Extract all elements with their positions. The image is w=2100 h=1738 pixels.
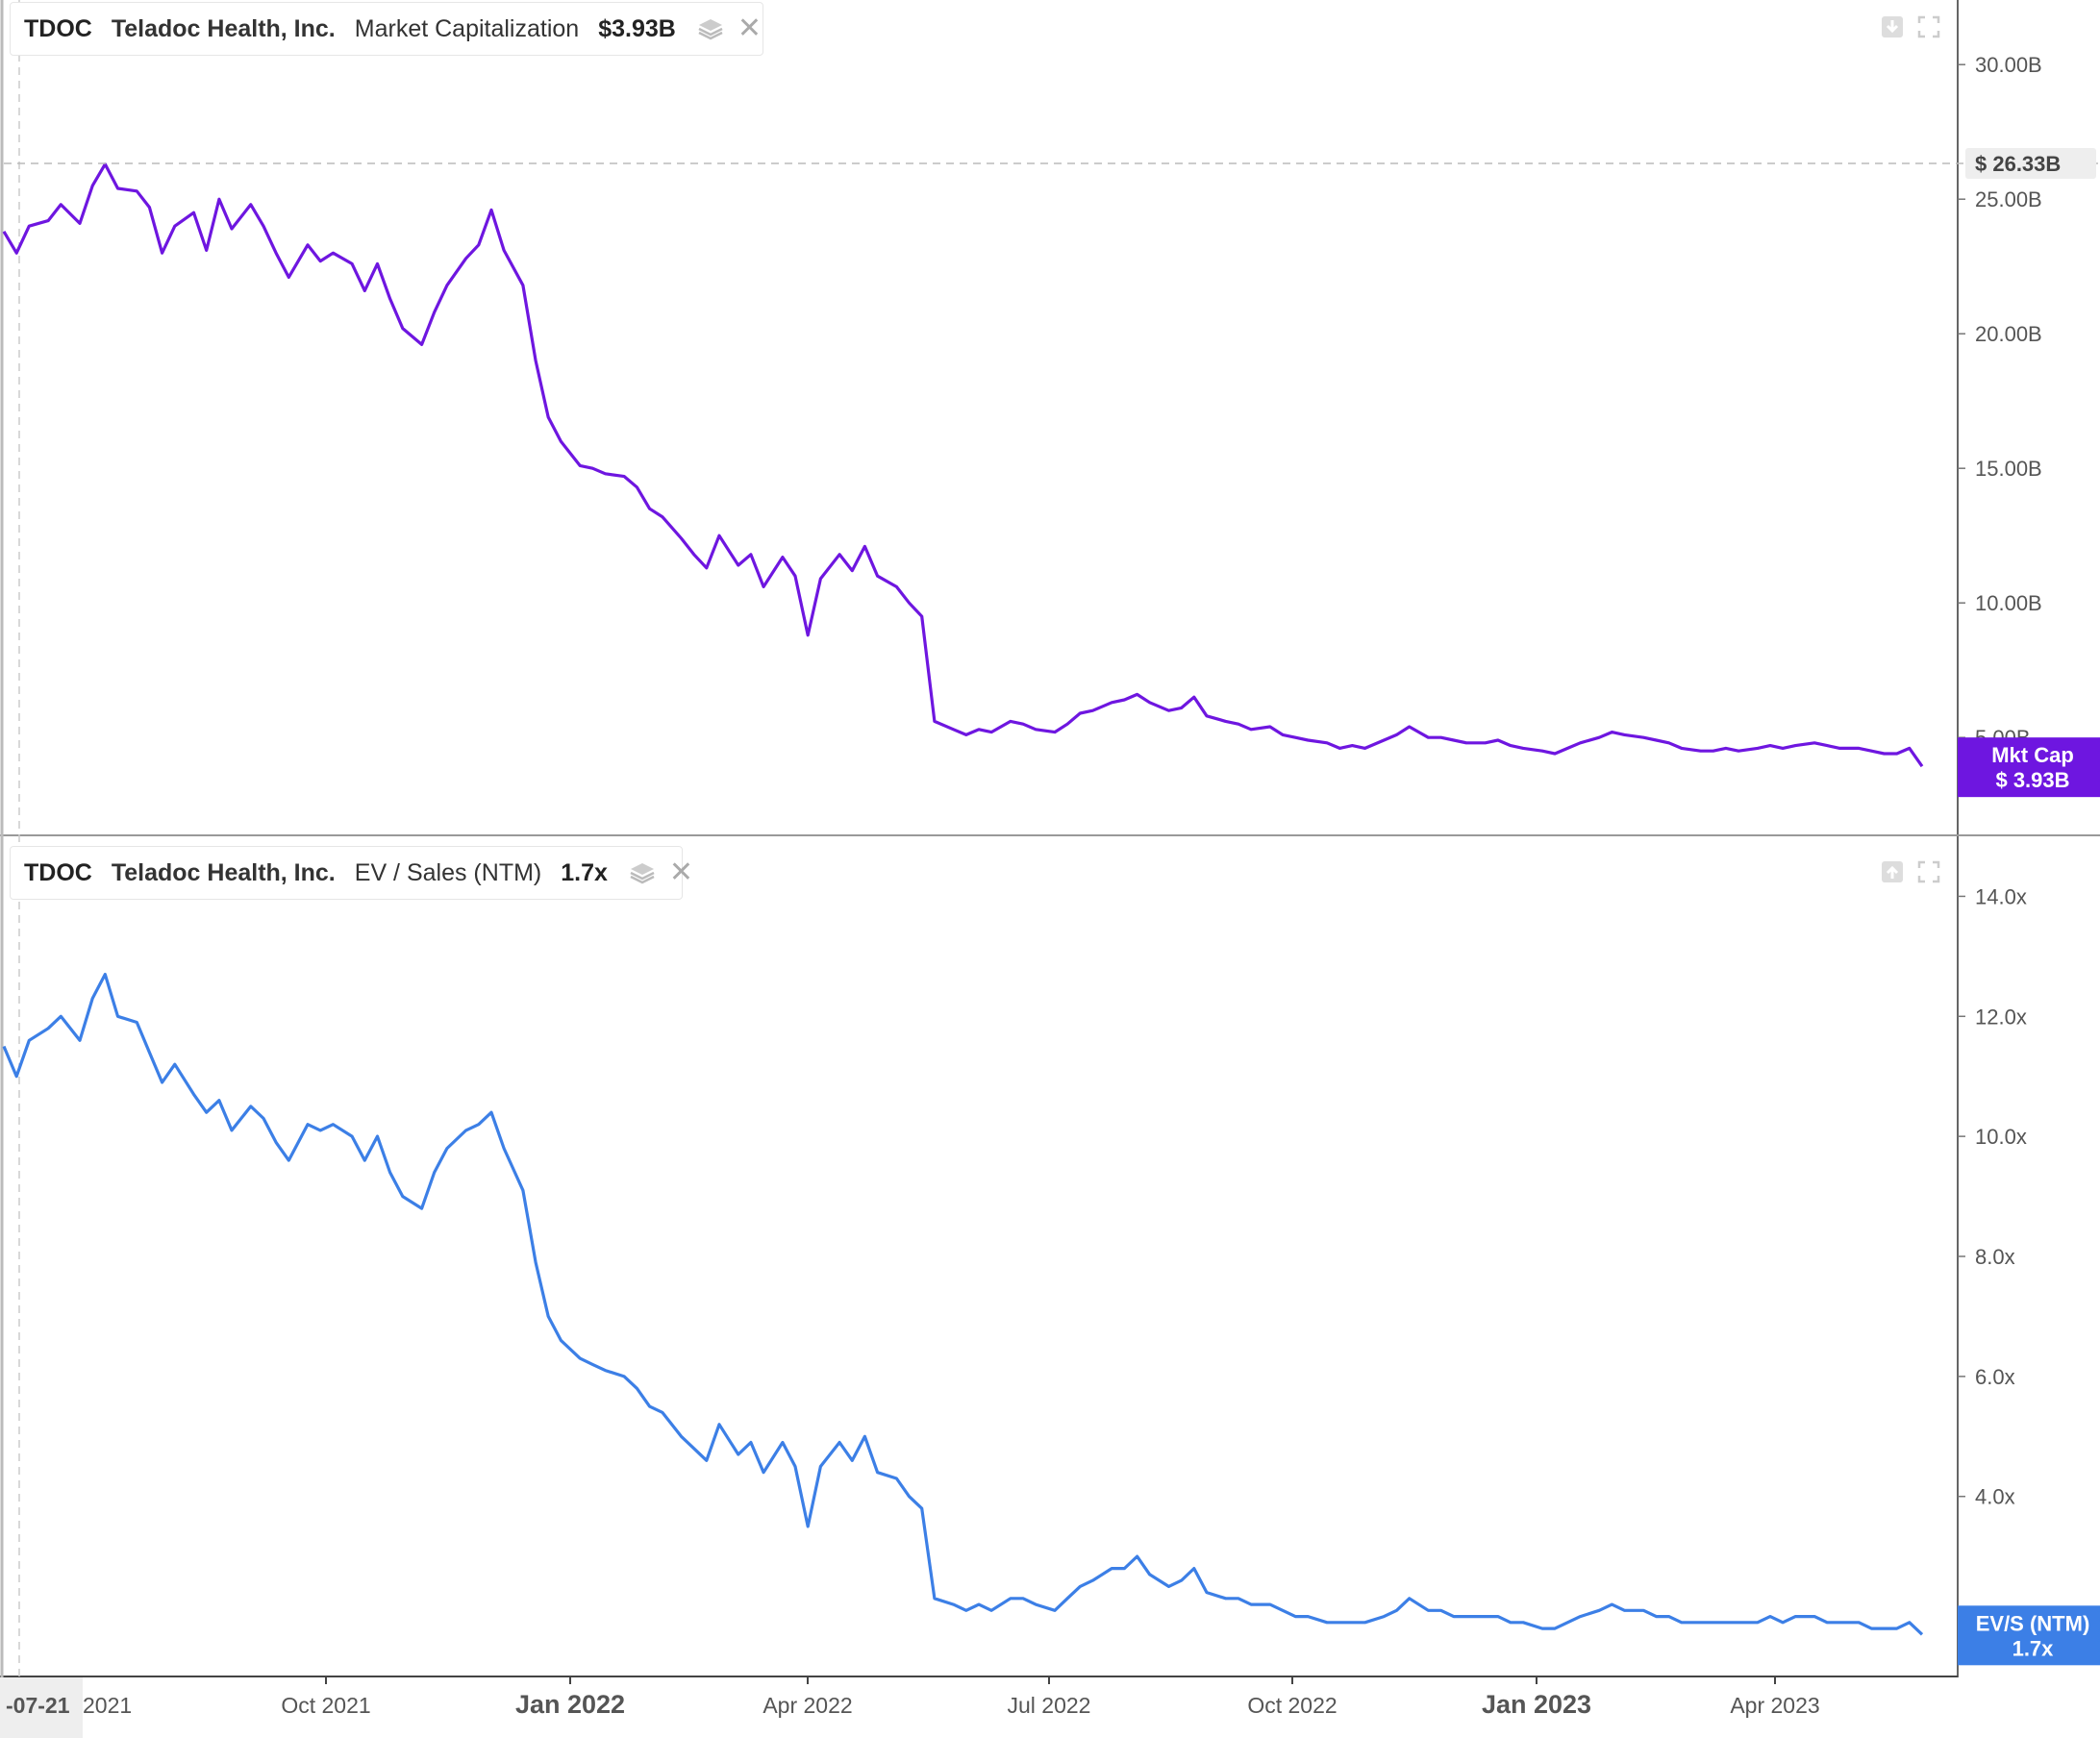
legend-mktcap: TDOC Teladoc Health, Inc. Market Capital… (10, 2, 763, 56)
legend-company: Teladoc Health, Inc. (111, 14, 336, 42)
y-tick-label: 12.0x (1975, 1005, 2027, 1029)
y-tick-label: 20.00B (1975, 322, 2042, 346)
legend-ticker: TDOC (24, 858, 92, 886)
expand-icon[interactable] (1917, 860, 1940, 883)
y-tick-label: 6.0x (1975, 1365, 2015, 1389)
evs-series-line (2, 973, 1924, 1636)
x-tick-label: Apr 2023 (1730, 1693, 1819, 1718)
close-icon[interactable]: ✕ (668, 857, 694, 888)
evs-end-label-value: 1.7x (2012, 1636, 2055, 1660)
x-tick-label: Apr 2022 (762, 1693, 852, 1718)
y-tick-label: 10.00B (1975, 591, 2042, 615)
legend-ticker: TDOC (24, 14, 92, 42)
x-partial-label: 2021 (83, 1693, 132, 1718)
crosshair-label-box (1965, 147, 2096, 179)
y-tick-label: 30.00B (1975, 53, 2042, 77)
legend-value: 1.7x (561, 858, 608, 886)
y-tick-label: 14.0x (1975, 884, 2027, 908)
x-tick-label: Jan 2023 (1482, 1690, 1591, 1719)
x-tick-label: Jan 2022 (515, 1690, 625, 1719)
upload-icon[interactable] (1881, 860, 1904, 883)
pane-tools-bottom (1881, 860, 1940, 883)
y-tick-label: 8.0x (1975, 1245, 2015, 1269)
y-tick-label: 15.00B (1975, 457, 2042, 481)
x-axis: -07-21 2021 Oct 2021 Jan 2022 Apr 2022 Jul 20… (0, 1676, 1820, 1738)
legend-company: Teladoc Health, Inc. (111, 858, 336, 886)
y-tick-label: 10.0x (1975, 1125, 2027, 1149)
x-first-label: -07-21 (6, 1693, 70, 1718)
evs-chart: 14.0x 12.0x 10.0x 8.0x 6.0x 4.0x EV/S (NTM)1.7… (2, 884, 2100, 1666)
legend-metric: EV / Sales (NTM) (354, 858, 542, 886)
y-tick-label: 4.0x (1975, 1485, 2015, 1509)
crosshair-label: $ 26.33B (1975, 152, 2061, 176)
close-icon[interactable]: ✕ (737, 12, 762, 44)
legend-value: $3.93B (598, 14, 676, 42)
pane-tools-top (1881, 15, 1940, 38)
mktcap-end-label-box (1958, 737, 2100, 798)
download-icon[interactable] (1881, 15, 1904, 38)
layers-icon[interactable] (629, 860, 656, 885)
evs-end-label-title: EV/S (NTM) (1976, 1611, 2090, 1635)
layers-icon[interactable] (697, 16, 724, 41)
mktcap-series-line (2, 162, 1924, 768)
legend-metric: Market Capitalization (354, 14, 580, 42)
x-tick-label: Oct 2022 (1247, 1693, 1337, 1718)
mktcap-end-label-title: Mkt Cap (1991, 743, 2074, 767)
expand-icon[interactable] (1917, 15, 1940, 38)
mktcap-end-label-value: $ 3.93B (1995, 768, 2069, 792)
evs-end-label-box (1958, 1605, 2100, 1666)
x-first-label-box (0, 1677, 83, 1738)
x-tick-label: Jul 2022 (1008, 1693, 1091, 1718)
legend-evs: TDOC Teladoc Health, Inc. EV / Sales (NT… (10, 846, 693, 900)
x-tick-label: Oct 2021 (281, 1693, 370, 1718)
y-tick-label: 25.00B (1975, 187, 2042, 211)
